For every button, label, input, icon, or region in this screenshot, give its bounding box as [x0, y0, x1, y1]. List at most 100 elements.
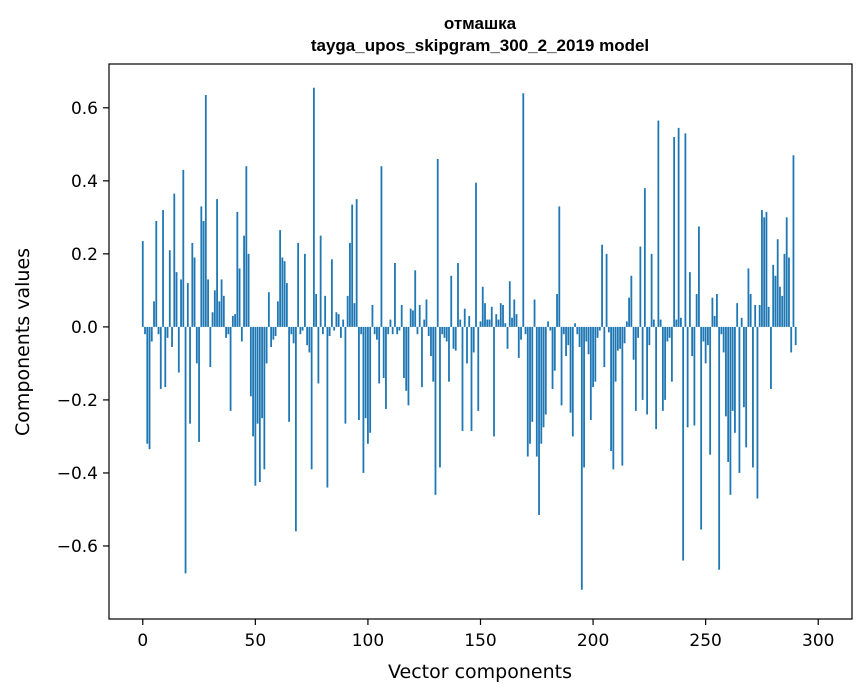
bar-115 — [400, 304, 403, 327]
bar-19 — [184, 326, 187, 574]
bar-190 — [569, 326, 572, 413]
bar-130 — [434, 326, 437, 495]
bar-242 — [686, 326, 689, 428]
bar-199 — [589, 326, 592, 420]
bar-194 — [578, 326, 581, 347]
bar-117 — [405, 326, 408, 391]
bar-221 — [639, 246, 642, 327]
bar-85 — [333, 326, 336, 331]
bar-244 — [691, 326, 694, 357]
bar-79 — [319, 235, 322, 327]
bar-259 — [725, 326, 727, 417]
bar-42 — [236, 211, 239, 327]
bar-283 — [779, 286, 781, 327]
bar-118 — [407, 326, 410, 406]
bar-208 — [610, 326, 612, 452]
bar-195 — [580, 326, 583, 590]
bar-124 — [421, 326, 423, 388]
x-axis-label: Vector components — [388, 661, 572, 683]
bar-88 — [340, 326, 342, 338]
bar-28 — [204, 95, 207, 327]
y-tick-label: −0.4 — [57, 464, 98, 484]
bar-266 — [740, 317, 743, 327]
bar-90 — [344, 326, 347, 424]
chart-title: отмашка — [444, 14, 517, 33]
bar-151 — [481, 286, 484, 327]
bar-71 — [301, 326, 304, 331]
bar-40 — [231, 315, 234, 327]
bar-258 — [722, 326, 725, 353]
bar-223 — [643, 188, 646, 327]
bar-66 — [290, 326, 293, 335]
bar-143 — [463, 308, 466, 327]
bar-213 — [621, 326, 624, 466]
bar-63 — [283, 261, 286, 327]
bar-252 — [709, 326, 712, 455]
bar-95 — [355, 199, 358, 327]
bar-86 — [335, 312, 338, 327]
bar-14 — [173, 193, 176, 327]
bar-201 — [594, 326, 597, 382]
bar-216 — [628, 297, 630, 327]
bar-92 — [349, 242, 351, 327]
bar-184 — [556, 294, 558, 327]
bar-226 — [650, 253, 653, 327]
bar-278 — [767, 306, 770, 327]
bar-243 — [688, 272, 691, 327]
bar-246 — [695, 294, 698, 327]
bar-253 — [711, 297, 714, 327]
bar-59 — [274, 326, 277, 337]
bar-233 — [666, 326, 669, 342]
bar-34 — [218, 301, 221, 327]
bar-11 — [166, 326, 169, 338]
bar-141 — [459, 319, 462, 327]
bar-179 — [544, 326, 547, 415]
y-tick-label: 0.4 — [71, 172, 98, 192]
bar-188 — [565, 326, 567, 357]
bar-53 — [261, 326, 263, 419]
bar-27 — [202, 221, 205, 327]
x-axis-ticks: 0 50 100 150 200 250 300 — [137, 619, 834, 651]
bar-98 — [362, 326, 365, 473]
bar-37 — [225, 326, 227, 338]
bar-1 — [144, 326, 146, 335]
bar-288 — [790, 326, 793, 353]
bar-289 — [792, 155, 795, 327]
bar-265 — [738, 326, 741, 473]
bar-166 — [515, 314, 518, 327]
bar-262 — [731, 326, 734, 411]
bar-114 — [398, 326, 401, 331]
bar-102 — [371, 304, 374, 327]
bar-15 — [175, 272, 178, 327]
bar-177 — [540, 326, 543, 444]
bar-74 — [308, 326, 311, 353]
bar-146 — [470, 326, 473, 431]
bar-183 — [553, 326, 556, 371]
bar-8 — [159, 326, 162, 389]
bar-121 — [414, 270, 417, 327]
bar-222 — [641, 326, 644, 400]
bar-39 — [229, 326, 232, 411]
bar-268 — [745, 326, 748, 448]
bar-23 — [193, 257, 196, 327]
bar-277 — [765, 211, 768, 327]
bar-219 — [634, 326, 637, 411]
bar-248 — [700, 326, 703, 530]
bar-164 — [511, 317, 513, 327]
bar-81 — [324, 295, 327, 327]
bar-214 — [623, 326, 626, 344]
bar-285 — [783, 253, 786, 327]
bar-255 — [716, 294, 718, 327]
bar-127 — [427, 326, 430, 337]
bar-25 — [198, 326, 200, 442]
bar-205 — [603, 326, 606, 368]
bar-173 — [531, 326, 534, 422]
bar-13 — [171, 326, 173, 347]
bar-110 — [389, 319, 392, 327]
bar-175 — [535, 326, 538, 457]
bar-68 — [294, 326, 297, 532]
bar-270 — [749, 294, 752, 327]
bar-65 — [288, 326, 291, 422]
y-tick-label: −0.2 — [57, 391, 98, 411]
